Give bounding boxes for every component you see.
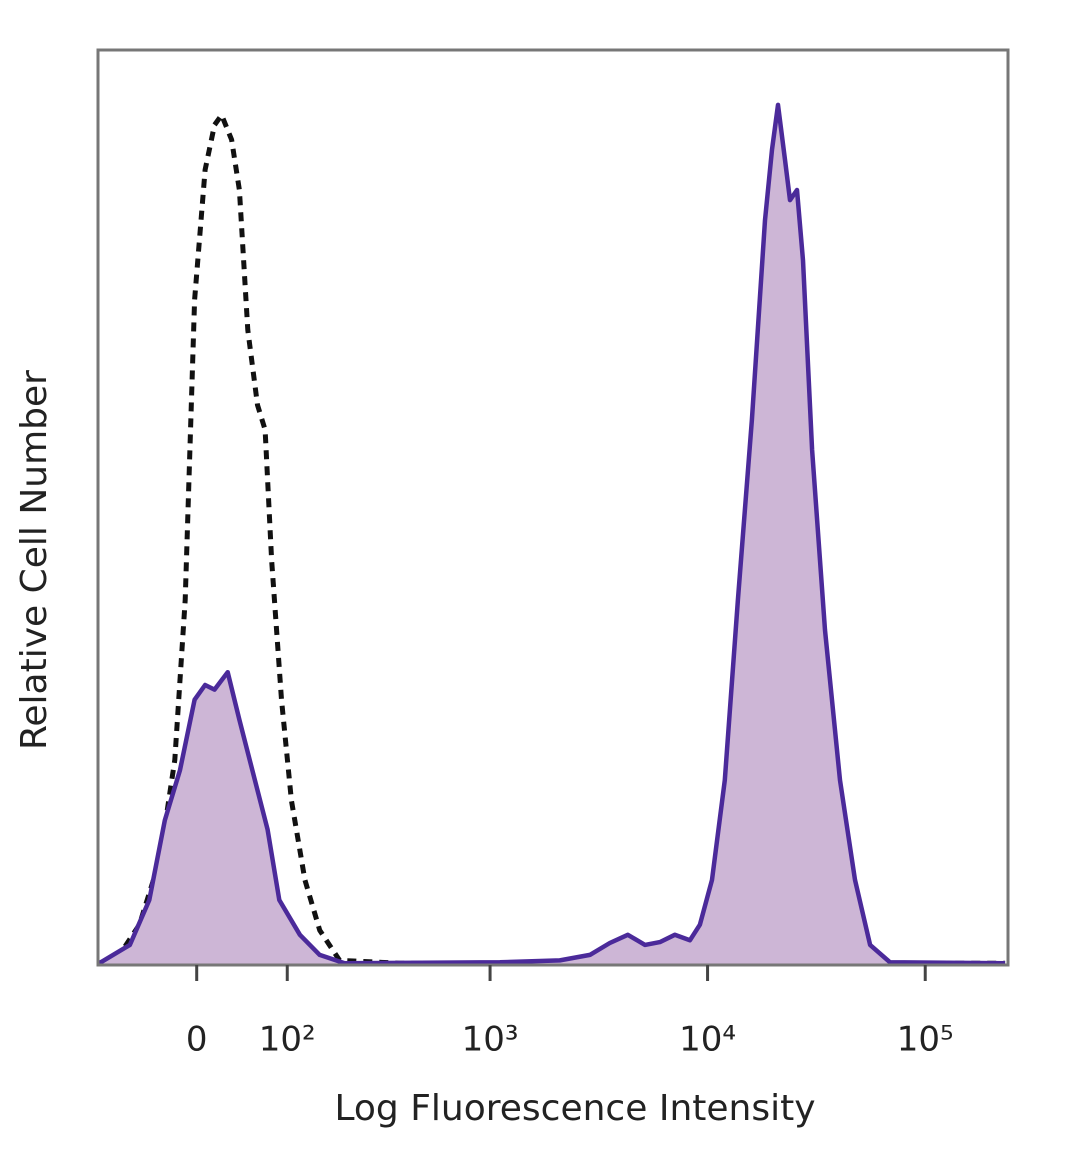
line [98,112,1006,966]
x-tick-label: 10³ [462,1020,519,1060]
x-tick-label: 10⁵ [897,1020,954,1060]
line [98,102,1006,966]
x-tick-label: 10⁴ [679,1020,736,1060]
y-axis-label: Relative Cell Number [14,370,55,750]
x-tick-label: 0 [186,1020,208,1060]
area [99,104,1006,965]
x-axis-label: Log Fluorescence Intensity [334,1088,815,1129]
plot-frame [96,48,1010,967]
x-tick-label: 10² [259,1020,316,1060]
